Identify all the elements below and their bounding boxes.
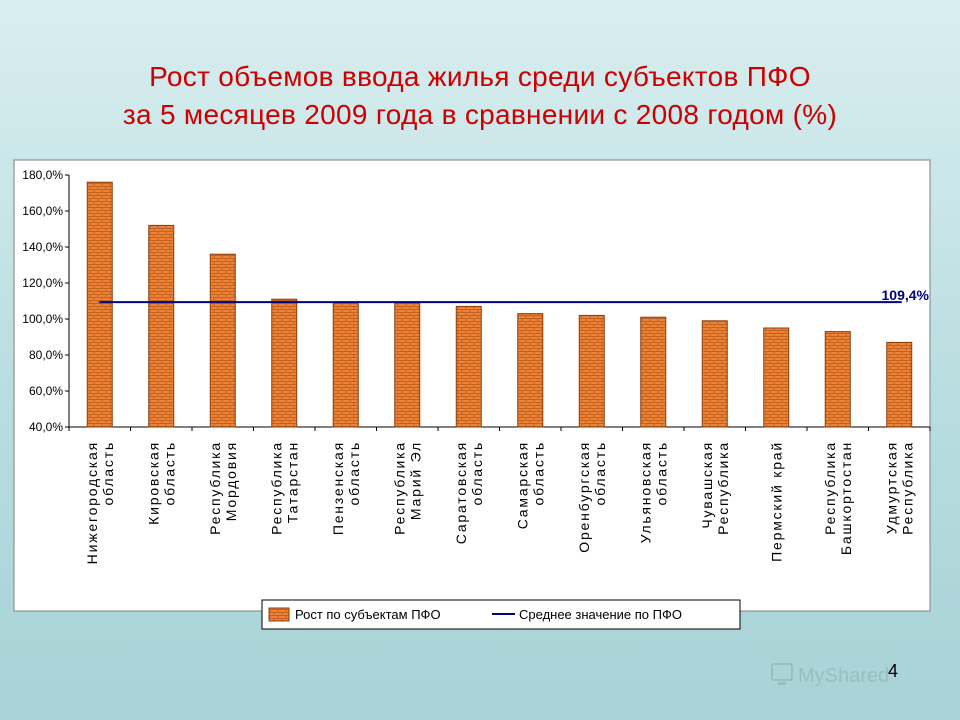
- x-tick-label: Республика: [899, 441, 915, 535]
- x-tick-label: Пермский край: [768, 441, 784, 562]
- x-tick-label: Татарстан: [284, 441, 300, 523]
- legend-bar-label: Рост по субъектам ПФО: [295, 607, 441, 622]
- y-axis: 40,0% 60,0% 80,0% 100,0% 120,0% 140,0% 160,0% 1…: [22, 168, 930, 434]
- x-tick-label: Кировская: [145, 441, 161, 525]
- chart-title: Рост объемов ввода жилья среди субъектов…: [0, 58, 960, 134]
- bar: [640, 316, 667, 428]
- x-tick-label: Чувашская: [699, 441, 715, 529]
- x-tick-label: Башкортостан: [838, 441, 854, 555]
- bar: [271, 298, 298, 428]
- x-tick-label: Марий Эл: [407, 441, 423, 520]
- x-tick-label: Саратовская: [453, 441, 469, 544]
- y-tick-label: 140,0%: [22, 240, 63, 254]
- x-tick-label: Республика: [268, 441, 284, 535]
- y-tick-label: 100,0%: [22, 312, 63, 326]
- bar: [394, 302, 421, 428]
- y-tick-label: 180,0%: [22, 168, 63, 182]
- x-tick-label: область: [653, 441, 669, 505]
- x-tick-label: область: [100, 441, 116, 505]
- chart-title-line-1: Рост объемов ввода жилья среди субъектов…: [149, 61, 811, 92]
- x-tick-label: Оренбургская: [576, 441, 592, 553]
- x-tick-label: Нижегородская: [84, 441, 100, 564]
- watermark-logo: MyShared: [771, 663, 889, 687]
- x-tick-label: Республика: [207, 441, 223, 535]
- x-tick-label: Республика: [391, 441, 407, 535]
- x-tick-label: Мордовия: [223, 441, 239, 521]
- bar: [209, 253, 236, 428]
- bar: [517, 313, 544, 428]
- legend-bar-swatch: [268, 607, 290, 622]
- x-tick-label: Удмуртская: [883, 441, 899, 534]
- x-tick-label: область: [530, 441, 546, 505]
- bar: [886, 341, 913, 428]
- x-tick-label: Республика: [715, 441, 731, 535]
- x-tick-label: Республика: [822, 441, 838, 535]
- bar: [86, 181, 113, 428]
- svg-text:MyShared: MyShared: [798, 665, 889, 687]
- bar: [578, 314, 605, 428]
- y-tick-label: 80,0%: [29, 348, 63, 362]
- y-tick-label: 120,0%: [22, 276, 63, 290]
- bar: [763, 327, 790, 428]
- x-tick-label: Ульяновская: [637, 441, 653, 543]
- x-tick-label: Самарская: [514, 441, 530, 529]
- legend-line-label: Среднее значение по ПФО: [519, 607, 682, 622]
- x-tick-label: область: [346, 441, 362, 505]
- bar: [701, 320, 728, 428]
- x-tick-label: область: [469, 441, 485, 505]
- bar: [332, 302, 359, 428]
- x-tick-label: область: [161, 441, 177, 505]
- y-tick-label: 40,0%: [29, 420, 63, 434]
- x-tick-label: область: [592, 441, 608, 505]
- average-value-label: 109,4%: [882, 287, 930, 303]
- y-tick-label: 60,0%: [29, 384, 63, 398]
- chart-title-line-2: за 5 месяцев 2009 года в сравнении с 200…: [122, 99, 838, 130]
- bar: [148, 224, 175, 428]
- bar: [824, 331, 851, 428]
- average-line-group: 109,4%: [99, 287, 930, 304]
- bars-group: [68, 181, 931, 431]
- x-axis-labels: Нижегородская область Кировская область Респ…: [84, 441, 916, 564]
- bar: [455, 305, 482, 428]
- x-tick-label: Пензенская: [330, 441, 346, 535]
- page-number: 4: [888, 661, 899, 681]
- legend: Рост по субъектам ПФО Среднее значение по…: [261, 599, 741, 630]
- y-tick-label: 160,0%: [22, 204, 63, 218]
